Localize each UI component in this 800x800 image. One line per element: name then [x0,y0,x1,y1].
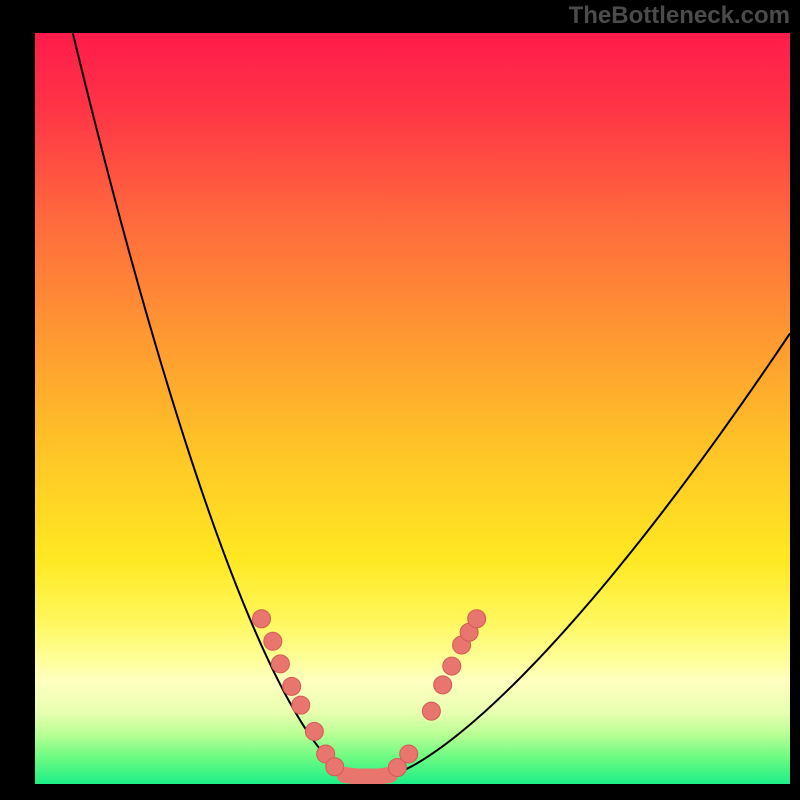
bottleneck-curve-chart [0,0,800,800]
marker-left [326,758,344,776]
marker-left [264,632,282,650]
marker-right [468,610,486,628]
bottleneck-flat-marker [345,775,390,777]
marker-left [305,722,323,740]
gradient-panel [35,33,790,784]
marker-left [271,655,289,673]
watermark-text: TheBottleneck.com [569,2,790,30]
marker-right [443,657,461,675]
marker-left [253,610,271,628]
chart-stage: TheBottleneck.com [0,0,800,800]
marker-right [434,676,452,694]
marker-left [283,677,301,695]
marker-left [292,696,310,714]
marker-right [422,702,440,720]
marker-right [400,745,418,763]
